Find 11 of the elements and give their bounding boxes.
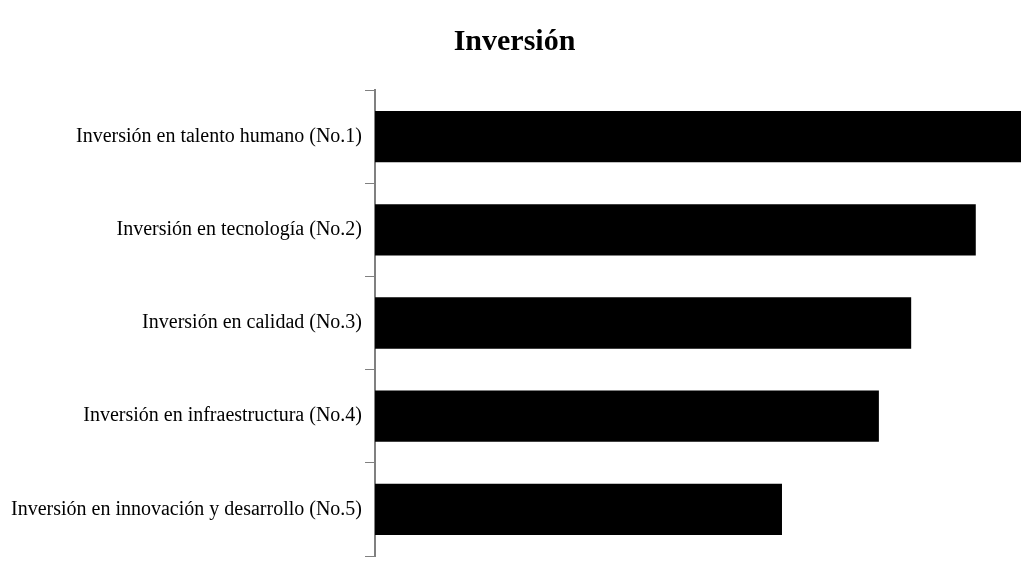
bar bbox=[375, 483, 782, 536]
bar bbox=[375, 110, 1021, 163]
y-tick-label: Inversión en innovación y desarrollo (No.5) bbox=[11, 496, 363, 520]
y-tick-label: Inversión en calidad (No.3) bbox=[142, 310, 363, 334]
y-tick-label: Inversión en tecnología (No.2) bbox=[116, 217, 363, 241]
bar bbox=[375, 390, 879, 442]
bar bbox=[375, 297, 912, 349]
y-tick-label: Inversión en talento humano (No.1) bbox=[75, 123, 363, 147]
chart-title: Inversión bbox=[453, 22, 576, 56]
y-tick-label: Inversión en infraestructura (No.4) bbox=[83, 403, 363, 427]
bar bbox=[375, 204, 976, 256]
